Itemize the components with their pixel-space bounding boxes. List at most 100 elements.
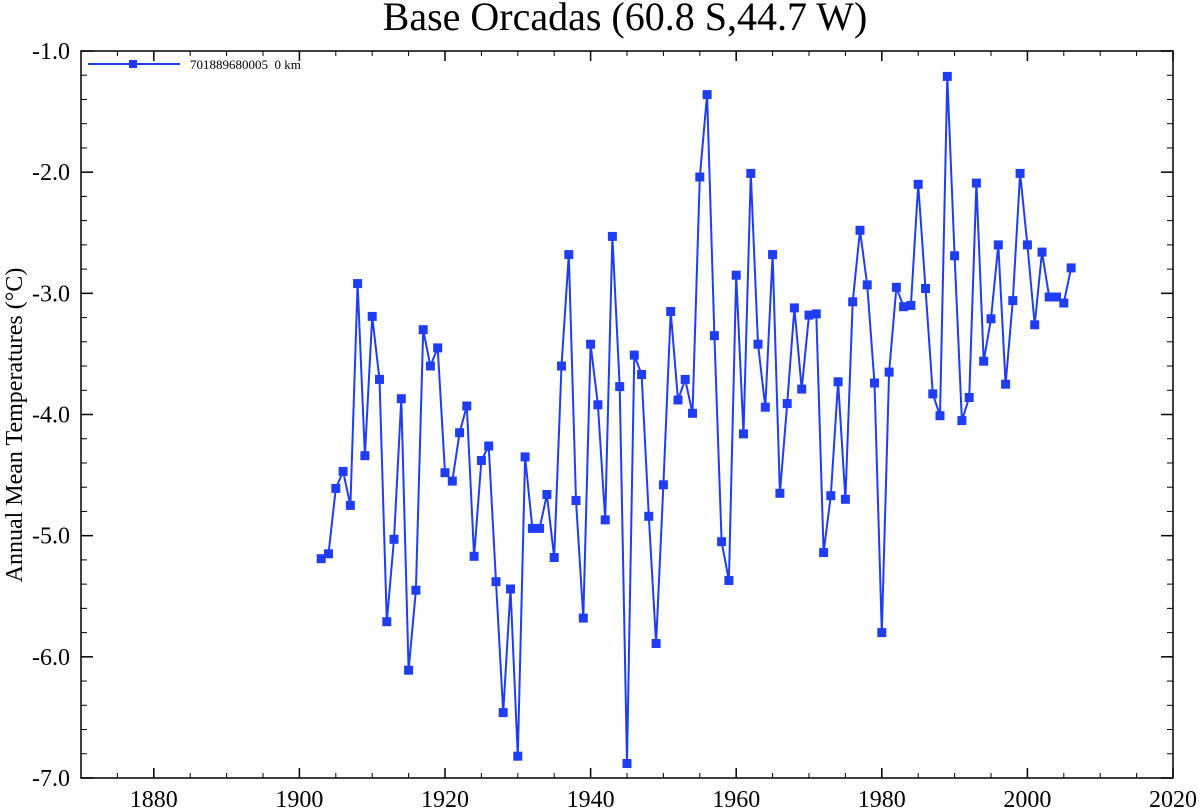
x-tick-label: 1980 [858,787,906,812]
data-point [469,551,479,561]
data-point [840,494,850,504]
y-tick-label: -2.0 [32,160,70,186]
data-point [578,613,588,623]
data-point [498,708,508,718]
data-point [1059,298,1069,308]
data-point [797,384,807,394]
x-tick-label: 1880 [130,787,178,812]
data-point [986,314,996,324]
y-tick-label: -4.0 [32,403,70,429]
data-point [928,389,938,399]
data-point [688,408,697,418]
data-point [455,428,465,438]
data-point [316,554,326,564]
x-tick-label: 1940 [567,787,615,812]
data-point [491,577,501,587]
data-point [979,356,989,366]
data-point [760,402,770,412]
data-point [724,576,734,585]
y-tick-label: -5.0 [32,524,70,550]
data-point [447,476,457,486]
data-point [753,339,763,349]
data-point [542,490,552,499]
x-tick-label: 1900 [275,787,323,812]
data-point [935,411,945,421]
data-point [673,395,683,405]
data-point [782,399,792,409]
data-point [1001,379,1011,389]
y-tick-label: -1.0 [32,39,70,65]
data-point [593,400,603,410]
data-point [353,279,363,289]
data-point [913,179,923,189]
legend-label: 701889680005 0 km [190,57,301,72]
data-point [870,378,879,388]
data-point [367,311,377,321]
x-tick-label: 2020 [1149,787,1197,812]
data-point [709,331,719,341]
data-point [899,302,909,312]
data-point [535,523,545,533]
data-point [571,496,581,505]
data-point [520,452,530,462]
x-axis: 1880 1900 1920 1940 1960 1980 2000 2020 [80,51,1197,812]
data-point [345,500,355,510]
data-point [877,628,887,638]
data-point [440,468,450,478]
data-point [833,377,843,387]
data-point [993,240,1003,250]
data-point [1008,296,1018,306]
data-point [942,71,952,81]
data-point [1066,263,1076,273]
data-point [746,168,756,178]
data-point [637,370,647,379]
y-axis: -1.0 -2.0 -3.0 -4.0 -5.0 -6.0 -7.0 [32,39,1173,792]
data-point [331,483,341,493]
data-point [615,382,625,392]
data-point [1022,240,1032,250]
data-point [375,374,384,384]
data-point [775,488,785,498]
data-point [360,451,370,461]
data-point [884,367,894,377]
data-point [658,480,668,490]
x-tick-label: 1960 [712,787,760,812]
data-point [819,548,829,558]
data-point [404,665,414,675]
data-point [644,511,654,521]
x-tick-label: 1920 [421,787,469,812]
data-point [564,250,574,260]
data-point [891,282,901,292]
series-layer [316,71,1076,768]
data-point [1030,320,1040,330]
data-point [557,361,566,371]
data-point [411,585,421,595]
data-point [651,639,661,648]
data-point [921,284,930,293]
data-point [433,343,443,353]
data-point [971,178,981,188]
data-point [629,350,639,360]
data-point [586,339,596,349]
data-point [476,456,486,465]
data-point [666,307,676,316]
data-point [768,250,778,260]
data-point [418,325,428,335]
data-point [324,549,333,559]
data-point [622,759,632,768]
chart-title: Base Orcadas (60.8 S,44.7 W) [383,0,868,39]
data-point [848,297,858,307]
data-point [731,270,741,280]
data-point [396,394,406,404]
data-point [607,231,617,241]
data-point [1015,168,1025,178]
plot-area [80,50,1174,779]
data-point [513,751,523,761]
data-point [1037,247,1047,257]
data-point [739,429,748,439]
data-point [1044,292,1054,302]
data-point [680,374,690,384]
y-tick-label: -7.0 [32,766,70,792]
data-point [389,534,399,544]
